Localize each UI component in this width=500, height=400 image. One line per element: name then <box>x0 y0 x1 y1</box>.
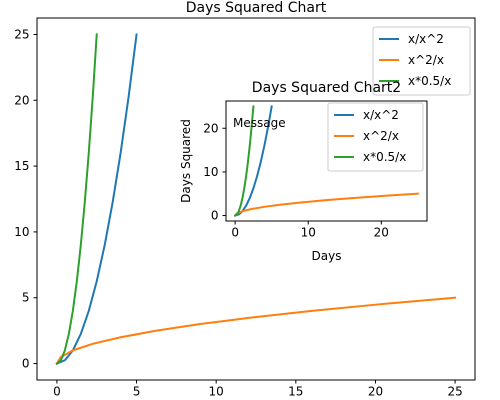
inset-y-axis-label: Days Squared <box>179 119 193 203</box>
main-ticks: 0 5 10 15 20 25 0 5 10 15 20 25 <box>14 27 463 398</box>
main-x-tick-label: 25 <box>447 385 462 399</box>
inset-legend-label: x/x^2 <box>363 108 399 122</box>
inset-legend-label: x*0.5/x <box>363 150 406 164</box>
inset-chart: 0 10 20 0 10 20 Days Squared Chart2 Days Days… <box>179 80 428 263</box>
inset-legend-label: x^2/x <box>363 129 399 143</box>
inset-ticks: 0 10 20 0 10 20 <box>203 121 389 239</box>
main-y-tick-label: 5 <box>22 291 30 305</box>
inset-series-line-3 <box>233 105 255 217</box>
inset-legend: x/x^2 x^2/x x*0.5/x <box>327 102 424 172</box>
main-series-line-1 <box>55 33 138 365</box>
inset-y-tick-label: 0 <box>211 209 219 223</box>
inset-annotation: Message <box>233 116 286 130</box>
inset-x-axis-label: Days <box>312 249 342 263</box>
main-x-tick-label: 10 <box>209 385 224 399</box>
inset-x-tick-label: 0 <box>231 226 239 240</box>
main-series-line-2 <box>55 296 457 365</box>
inset-x-tick-label: 10 <box>301 226 316 240</box>
main-x-tick-label: 20 <box>368 385 383 399</box>
inset-series-layer <box>233 105 419 217</box>
inset-axes-border <box>225 100 428 222</box>
main-legend-label: x^2/x <box>408 53 444 67</box>
main-legend-label: x*0.5/x <box>408 74 451 88</box>
inset-axes-frame <box>225 100 428 222</box>
inset-x-tick-label: 20 <box>374 226 389 240</box>
main-axes-frame <box>36 17 476 381</box>
main-x-tick-label: 15 <box>288 385 303 399</box>
main-chart-title: Days Squared Chart <box>186 0 327 16</box>
main-y-tick-label: 0 <box>22 357 30 371</box>
main-series-line-3 <box>55 33 98 365</box>
main-x-tick-label: 5 <box>133 385 141 399</box>
main-x-tick-label: 0 <box>53 385 61 399</box>
main-y-tick-label: 15 <box>14 159 29 173</box>
main-series-layer <box>55 33 457 365</box>
main-y-tick-label: 10 <box>14 225 29 239</box>
main-legend: x/x^2 x^2/x x*0.5/x <box>372 26 471 96</box>
inset-y-tick-label: 10 <box>203 165 218 179</box>
main-legend-box <box>372 26 471 96</box>
main-legend-label: x/x^2 <box>408 32 444 46</box>
inset-series-line-2 <box>233 192 419 217</box>
main-y-tick-label: 25 <box>14 27 29 41</box>
inset-chart-title: Days Squared Chart2 <box>252 80 401 96</box>
main-axes-border <box>36 17 476 381</box>
inset-y-tick-label: 20 <box>203 121 218 135</box>
main-y-tick-label: 20 <box>14 93 29 107</box>
inset-legend-box <box>327 102 424 172</box>
